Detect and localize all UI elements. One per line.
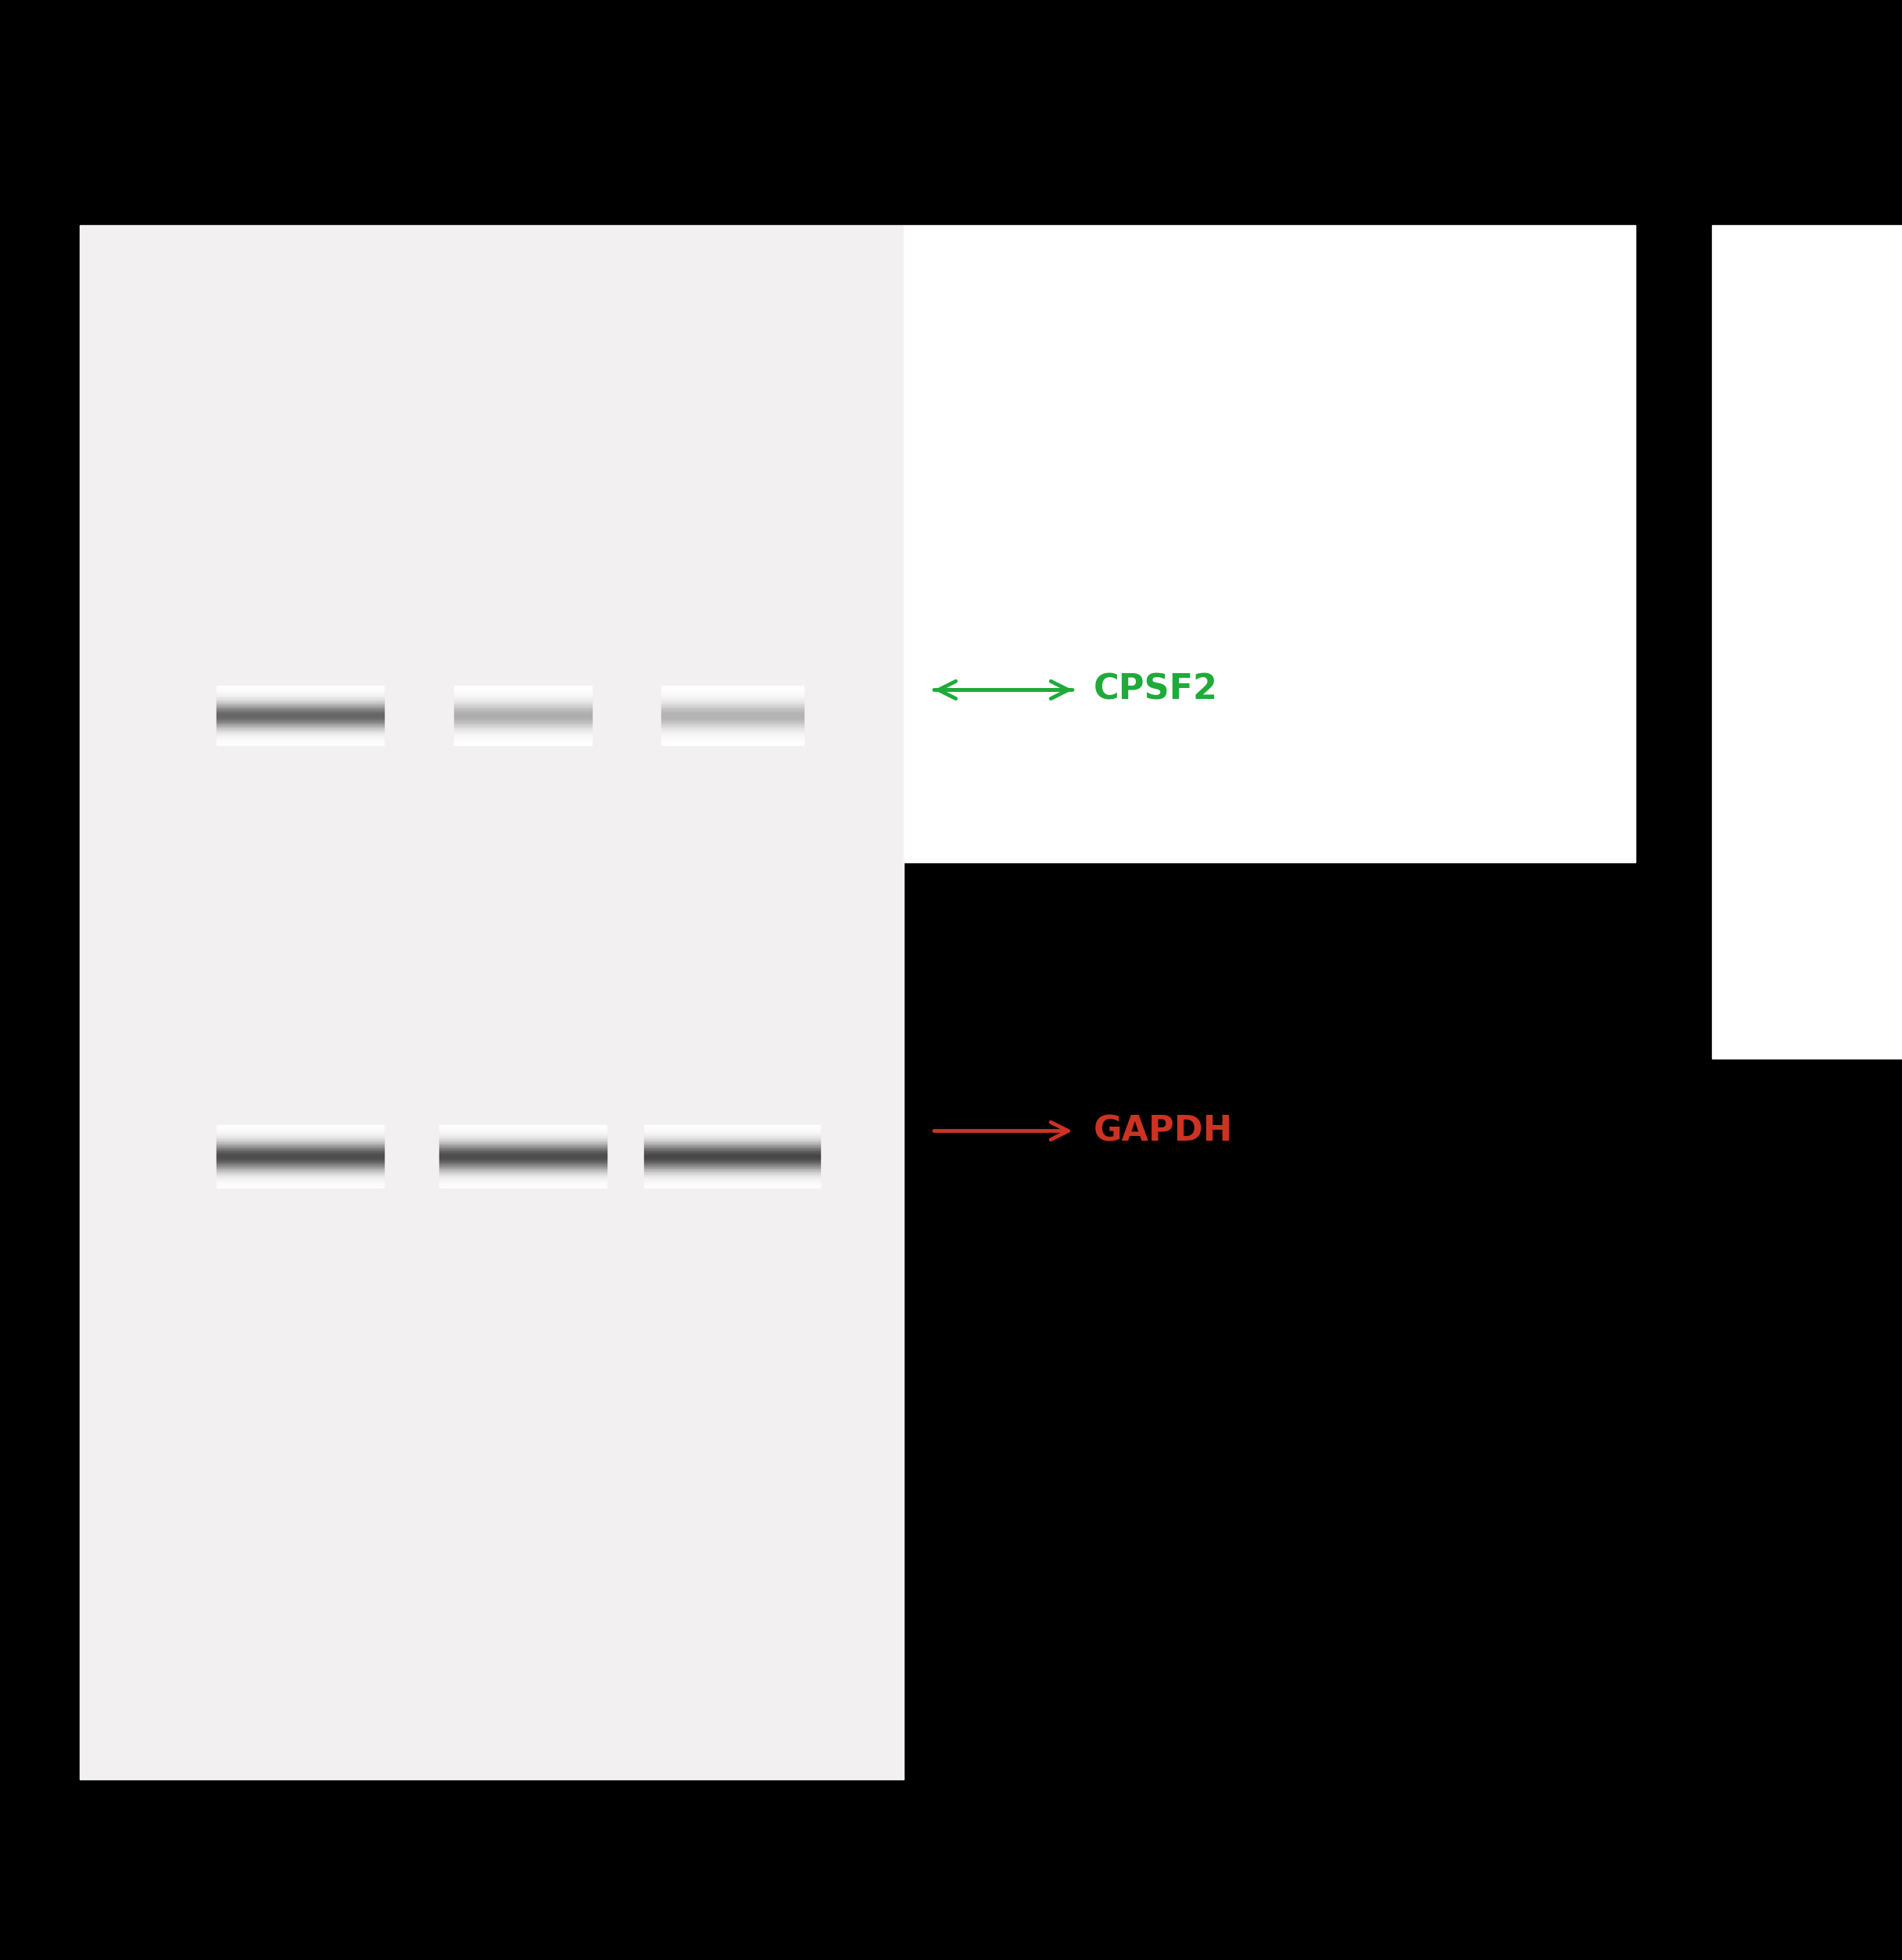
Bar (80, 225, 903, 1780)
Text: kDa: kDa (15, 182, 72, 210)
Bar (1712, 225, 1902, 1058)
Text: 66-: 66- (30, 907, 72, 935)
Text: 180-: 180- (13, 486, 72, 514)
Text: 40-: 40- (30, 1123, 72, 1151)
Text: 230-: 230- (13, 378, 72, 406)
Text: 116-: 116- (13, 662, 72, 690)
Text: CPSF2: CPSF2 (1094, 672, 1217, 708)
Text: 12-: 12- (30, 1754, 72, 1782)
Text: GAPDH: GAPDH (1094, 1113, 1232, 1149)
Bar (903, 225, 1636, 862)
